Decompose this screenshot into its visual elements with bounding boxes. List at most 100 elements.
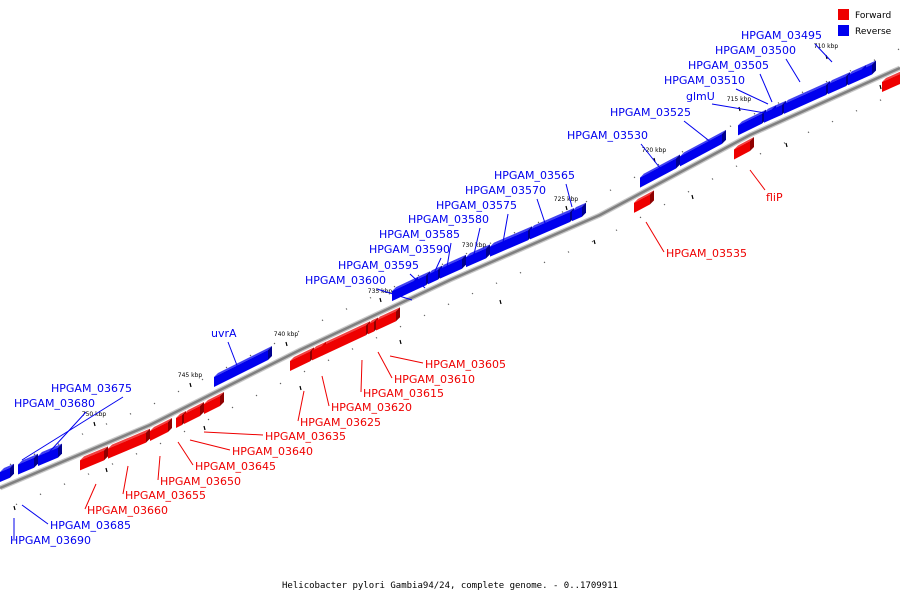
tick-mark [327,359,330,362]
tick-mark [9,463,12,466]
tick-mark-major [499,299,502,305]
backbone-shadow [0,65,900,491]
leader-line [565,183,573,208]
gene-label: HPGAM_03655 [125,489,206,502]
tick-mark [879,99,882,101]
tick-mark [201,378,204,381]
leader-line [640,143,661,169]
reverse-gene-block [440,254,466,279]
tick-mark-major [565,205,568,211]
tick-mark [849,69,852,72]
leader-line [445,242,452,274]
tick-mark [807,131,810,134]
tick-mark [441,263,444,266]
forward-gene-block [108,428,150,459]
tick-mark-major [93,421,96,427]
forward-gene-block [376,307,400,331]
gene-label: HPGAM_03640 [232,445,313,458]
forward-gene-block [80,446,108,471]
backbone-line [0,66,900,490]
gene-label: HPGAM_03595 [338,259,419,272]
tick-marks: 710 kbp 715 kbp 720 kbp 725 kbp 730 kbp 735 k… [9,43,900,511]
tick-mark [663,203,666,206]
tick-label: 720 kbp [642,147,667,154]
tick-label: 745 kbp [178,372,203,379]
gene-label: HPGAM_03495 [741,29,822,42]
gene-label: HPGAM_03510 [664,74,745,87]
genome-caption: Helicobacter pylori Gambia94/24, complet… [282,581,618,591]
tick-mark-major [785,142,788,148]
leader-line [189,439,231,451]
reverse-gene-block [214,346,272,387]
tick-mark [129,413,132,415]
legend: Forward Reverse [838,9,892,37]
tick-label: 730 kbp [462,242,487,249]
genome-backbone [0,65,900,491]
forward-gene-block [184,402,204,424]
tick-mark [417,274,420,277]
legend-forward-label: Forward [855,11,891,21]
tick-mark [153,402,156,405]
gene-label: HPGAM_03635 [265,430,346,443]
leader-line [41,411,87,461]
tick-mark [495,282,498,285]
gene-label: HPGAM_03660 [87,504,168,517]
tick-mark [87,473,90,475]
tick-label: 725 kbp [554,196,579,203]
leader-line [177,441,194,466]
tick-mark-major [203,425,206,431]
tick-mark-major [299,385,302,391]
gene-label: HPGAM_03645 [195,460,276,473]
reverse-gene-block [862,60,876,79]
tick-mark [471,292,474,295]
leader-line [814,43,833,63]
gene-blocks [0,60,900,482]
tick-mark [729,125,732,128]
reverse-gene-block [38,443,62,467]
tick-mark-major [879,84,882,90]
tick-mark [375,336,378,339]
leader-line [21,504,49,525]
tick-mark [15,503,18,506]
tick-mark [681,150,684,153]
leader-line [429,257,442,283]
gene-label: HPGAM_03570 [465,184,546,197]
gene-label: HPGAM_03690 [10,534,91,547]
tick-mark [159,442,162,445]
tick-mark [711,178,714,180]
tick-mark [615,229,618,232]
gene-label: HPGAM_03605 [425,358,506,371]
gene-label: HPGAM_03590 [369,243,450,256]
tick-mark [513,231,516,234]
gene-label: HPGAM_03620 [331,401,412,414]
tick-mark [249,354,252,357]
forward-gene-block [204,392,224,414]
legend-reverse-label: Reverse [855,27,892,37]
tick-mark [183,430,186,433]
tick-mark [567,251,570,253]
leader-line [645,221,665,253]
tick-mark [873,59,876,61]
tick-mark-major [399,339,402,345]
gene-label: HPGAM_03610 [394,373,475,386]
tick-mark-major [13,505,16,511]
leader-line [409,273,426,289]
tick-mark [345,308,348,310]
tick-mark [177,390,180,393]
leader-line [389,355,424,364]
leader-line [376,288,413,301]
gene-label: HPGAM_03680 [14,397,95,410]
reverse-gene-block [772,100,786,120]
reverse-gene-block [466,244,490,268]
tick-mark [321,319,324,322]
tick-mark [657,163,660,166]
tick-mark [687,190,690,193]
leader-line [759,73,773,103]
tick-mark [561,211,564,213]
leader-line [227,341,239,369]
tick-mark [111,463,114,465]
tick-mark [225,366,228,369]
tick-mark [393,285,396,288]
gene-labels: HPGAM_03495 HPGAM_03500 HPGAM_03505 HPGAM_0… [10,29,822,547]
